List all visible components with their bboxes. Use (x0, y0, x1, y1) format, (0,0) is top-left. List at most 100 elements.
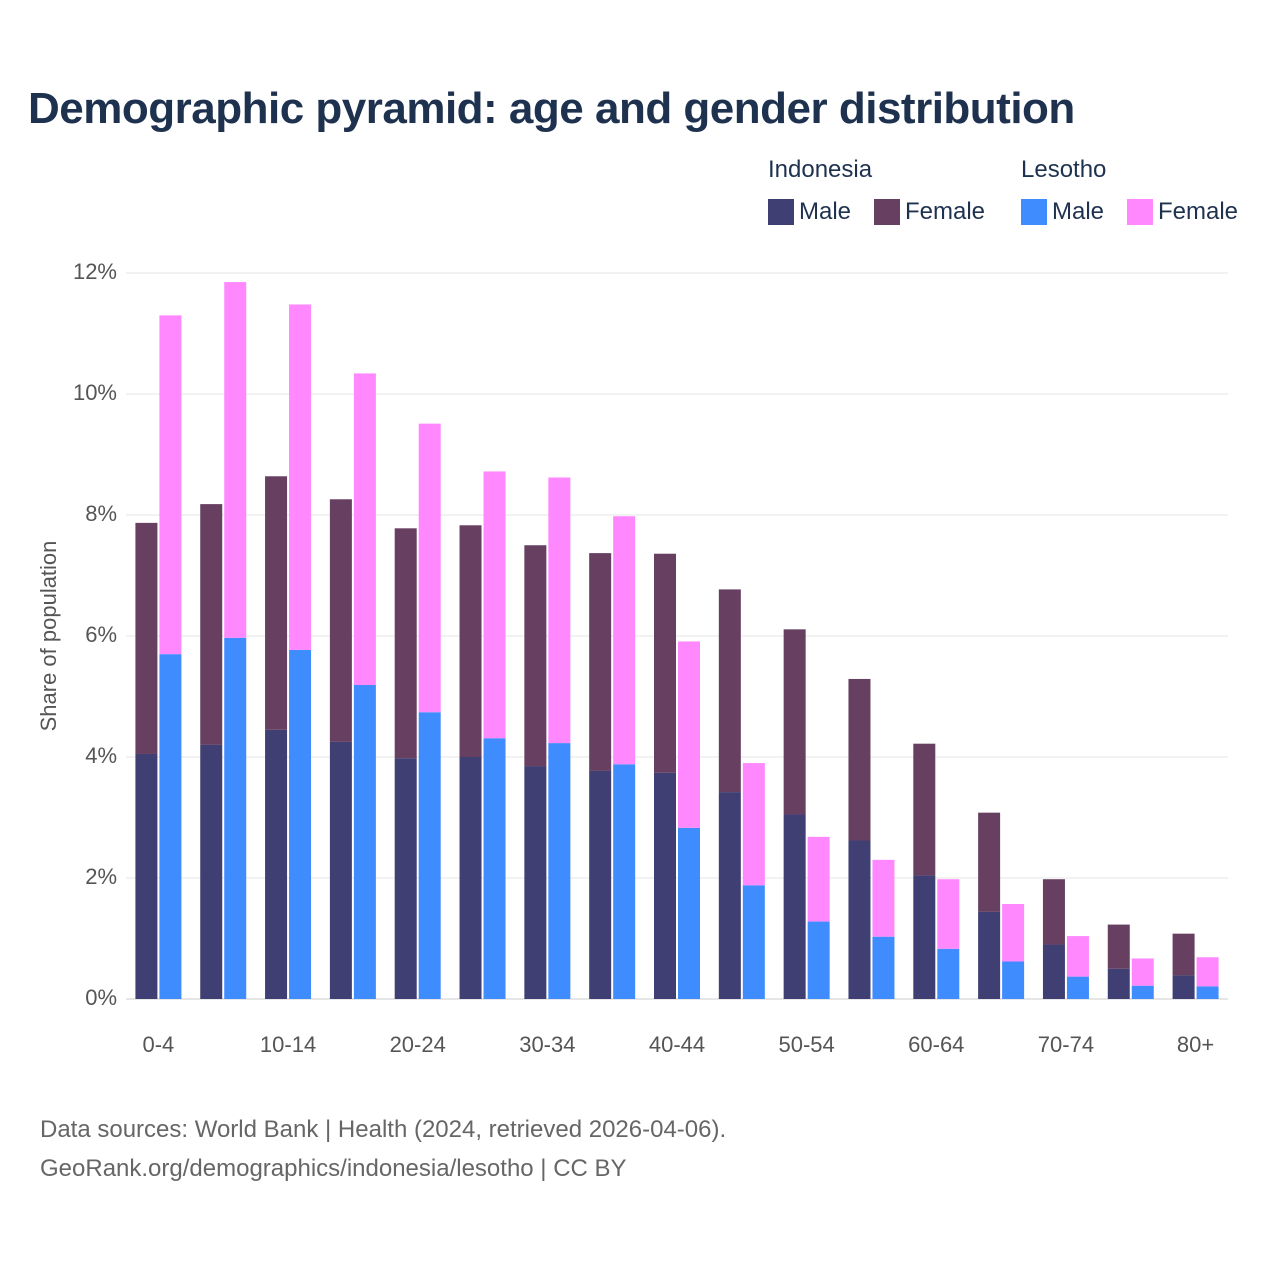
bar-indonesia-male-20-24[interactable] (394, 758, 417, 999)
legend-item-lesotho-female[interactable]: Female (1127, 198, 1238, 226)
bar-indonesia-male-60-64[interactable] (913, 875, 936, 999)
bar-indonesia-female-70-74[interactable] (1042, 879, 1065, 945)
bar-indonesia-female-60-64[interactable] (913, 743, 936, 876)
bar-indonesia-male-80+[interactable] (1172, 975, 1195, 999)
bar-lesotho-male-45-49[interactable] (742, 885, 765, 999)
x-tick-label: 30-34 (519, 1032, 575, 1057)
bars (135, 282, 1219, 999)
bar-indonesia-female-45-49[interactable] (718, 589, 741, 793)
bar-indonesia-female-0-4[interactable] (135, 522, 158, 754)
bar-indonesia-male-50-54[interactable] (783, 814, 806, 999)
bar-indonesia-male-70-74[interactable] (1042, 944, 1065, 999)
bar-lesotho-male-60-64[interactable] (937, 948, 960, 999)
bar-lesotho-female-40-44[interactable] (678, 641, 700, 828)
bar-lesotho-female-60-64[interactable] (937, 879, 960, 949)
bar-lesotho-female-0-4[interactable] (159, 315, 182, 655)
bar-lesotho-male-75-79[interactable] (1131, 985, 1154, 999)
y-axis-ticks: 0% 2% 4% 6% 8% 10% 12% (73, 259, 117, 1010)
bar-lesotho-male-55-59[interactable] (872, 936, 895, 999)
legend-group-title: Indonesia (768, 156, 873, 183)
bar-indonesia-male-5-9[interactable] (200, 744, 223, 999)
bar-lesotho-female-15-19[interactable] (353, 373, 376, 686)
bar-indonesia-female-5-9[interactable] (200, 504, 223, 745)
bar-indonesia-male-55-59[interactable] (848, 840, 871, 999)
bar-indonesia-female-20-24[interactable] (394, 528, 417, 759)
bar-lesotho-male-35-39[interactable] (613, 764, 636, 999)
legend-label: Female (905, 198, 986, 225)
bar-lesotho-male-65-69[interactable] (1002, 961, 1025, 999)
bar-indonesia-male-45-49[interactable] (718, 792, 741, 999)
bar-indonesia-female-15-19[interactable] (329, 499, 352, 742)
x-tick-label: 20-24 (390, 1032, 446, 1057)
bar-lesotho-female-75-79[interactable] (1131, 958, 1154, 986)
bar-lesotho-male-0-4[interactable] (159, 654, 182, 999)
footer-source: Data sources: World Bank | Health (2024,… (40, 1116, 727, 1143)
legend-group-title: Lesotho (1021, 156, 1107, 183)
bar-indonesia-male-15-19[interactable] (329, 741, 352, 999)
bar-lesotho-female-35-39[interactable] (613, 516, 636, 765)
bar-indonesia-female-75-79[interactable] (1107, 924, 1130, 969)
y-tick-label: 12% (73, 259, 117, 284)
bar-indonesia-female-10-14[interactable] (265, 476, 288, 730)
bar-lesotho-male-40-44[interactable] (678, 827, 700, 999)
bar-indonesia-female-25-29[interactable] (459, 525, 482, 757)
bar-indonesia-male-40-44[interactable] (654, 772, 676, 999)
x-tick-label: 0-4 (143, 1032, 175, 1057)
bar-lesotho-male-70-74[interactable] (1066, 976, 1089, 999)
y-tick-label: 8% (85, 501, 117, 526)
bar-indonesia-female-80+[interactable] (1172, 933, 1195, 976)
bar-indonesia-male-75-79[interactable] (1107, 968, 1130, 999)
bar-lesotho-male-15-19[interactable] (353, 685, 376, 999)
bar-lesotho-female-5-9[interactable] (224, 282, 247, 638)
bar-lesotho-female-50-54[interactable] (807, 836, 830, 922)
legend-swatch (1127, 199, 1153, 225)
legend-item-indonesia-female[interactable]: Female (874, 198, 985, 226)
legend-label: Male (799, 198, 852, 225)
legend-item-indonesia-male[interactable]: Male (768, 198, 851, 226)
legend-swatch (874, 199, 900, 225)
bar-lesotho-female-25-29[interactable] (483, 471, 506, 739)
bar-lesotho-male-25-29[interactable] (483, 738, 506, 999)
y-tick-label: 6% (85, 622, 117, 647)
bar-indonesia-male-65-69[interactable] (978, 911, 1001, 999)
bar-indonesia-male-35-39[interactable] (589, 770, 612, 999)
bar-lesotho-female-30-34[interactable] (548, 477, 571, 744)
bar-indonesia-female-40-44[interactable] (654, 553, 676, 773)
bar-lesotho-male-50-54[interactable] (807, 921, 830, 999)
legend-swatch (768, 199, 794, 225)
bar-lesotho-male-5-9[interactable] (224, 637, 247, 999)
bar-lesotho-female-70-74[interactable] (1066, 936, 1089, 977)
chart-title: Demographic pyramid: age and gender dist… (28, 84, 1075, 133)
bar-indonesia-female-55-59[interactable] (848, 678, 871, 841)
bar-lesotho-female-20-24[interactable] (418, 423, 441, 713)
bar-indonesia-female-65-69[interactable] (978, 812, 1001, 912)
legend-item-lesotho-male[interactable]: Male (1021, 198, 1104, 226)
bar-lesotho-female-10-14[interactable] (289, 304, 312, 650)
bar-indonesia-male-10-14[interactable] (265, 729, 288, 999)
bar-lesotho-male-10-14[interactable] (289, 649, 312, 999)
bar-indonesia-male-0-4[interactable] (135, 753, 158, 999)
bar-indonesia-female-30-34[interactable] (524, 545, 547, 767)
legend-swatch (1021, 199, 1047, 225)
bar-indonesia-female-35-39[interactable] (589, 553, 612, 771)
bar-lesotho-female-65-69[interactable] (1002, 904, 1025, 962)
y-tick-label: 2% (85, 864, 117, 889)
bar-indonesia-male-25-29[interactable] (459, 757, 482, 999)
x-axis-ticks: 0-4 10-14 20-24 30-34 40-44 50-54 60-64 70-74 80… (143, 1032, 1215, 1057)
bar-lesotho-male-80+[interactable] (1196, 986, 1219, 999)
x-tick-label: 70-74 (1038, 1032, 1094, 1057)
x-tick-label: 50-54 (779, 1032, 835, 1057)
bar-lesotho-female-80+[interactable] (1196, 957, 1219, 987)
bar-lesotho-male-20-24[interactable] (418, 712, 441, 999)
bar-lesotho-female-45-49[interactable] (742, 763, 765, 886)
bar-indonesia-male-30-34[interactable] (524, 766, 547, 999)
y-tick-label: 0% (85, 985, 117, 1010)
y-axis-label: Share of population (36, 541, 61, 732)
bar-lesotho-male-30-34[interactable] (548, 743, 571, 999)
bar-indonesia-female-50-54[interactable] (783, 629, 806, 815)
bar-lesotho-female-55-59[interactable] (872, 859, 895, 937)
x-tick-label: 10-14 (260, 1032, 316, 1057)
x-tick-label: 60-64 (908, 1032, 964, 1057)
x-tick-label: 80+ (1177, 1032, 1214, 1057)
